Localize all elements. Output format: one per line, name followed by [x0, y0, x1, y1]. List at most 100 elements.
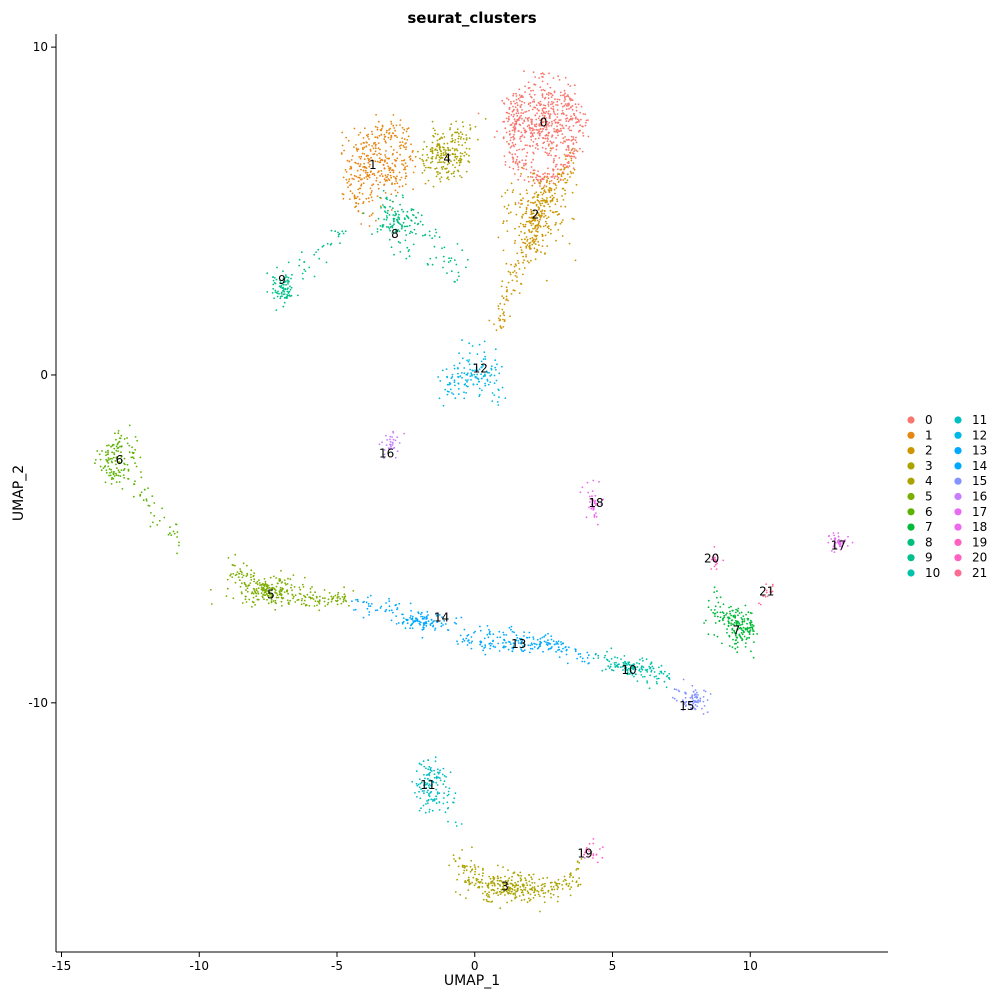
point [431, 809, 434, 812]
point [628, 661, 631, 664]
point [99, 465, 102, 468]
point [504, 875, 506, 878]
point [601, 846, 604, 848]
point [585, 850, 587, 852]
point [350, 159, 353, 161]
point [528, 216, 531, 219]
point [119, 437, 121, 440]
point [734, 634, 737, 637]
point [395, 180, 397, 183]
point [575, 136, 577, 139]
point [552, 161, 555, 164]
point [120, 445, 123, 447]
point [447, 793, 450, 796]
point [172, 530, 175, 533]
point [554, 118, 557, 121]
point [438, 614, 441, 616]
point [560, 641, 562, 643]
point [104, 465, 107, 467]
point [471, 369, 474, 372]
point [513, 886, 516, 889]
point [516, 104, 519, 107]
point [523, 642, 526, 644]
point [722, 559, 725, 562]
point [519, 222, 522, 225]
point [116, 443, 119, 446]
point [531, 127, 534, 130]
legend-item-8: 8 [907, 535, 933, 549]
point [520, 637, 523, 640]
point [548, 180, 551, 183]
point [489, 375, 491, 377]
legend-key [907, 416, 915, 424]
point [302, 277, 304, 280]
point [139, 456, 142, 459]
point [461, 121, 464, 123]
point [287, 261, 290, 264]
point [673, 697, 676, 700]
point [115, 438, 117, 441]
point [570, 886, 573, 888]
point [549, 196, 552, 199]
point [385, 218, 388, 221]
point [481, 370, 484, 373]
point [542, 239, 544, 242]
point [512, 115, 515, 118]
point [581, 150, 584, 153]
point [547, 123, 550, 125]
point [414, 792, 416, 794]
point [525, 208, 528, 211]
point [556, 175, 559, 178]
point [396, 191, 399, 194]
point [713, 586, 716, 589]
point [535, 191, 538, 194]
point [752, 656, 755, 659]
point [505, 117, 508, 120]
point [169, 532, 171, 535]
point [509, 315, 511, 318]
point [569, 151, 571, 154]
point [474, 868, 477, 870]
point [497, 307, 500, 310]
point [122, 474, 125, 476]
point [496, 636, 499, 639]
point [621, 665, 624, 668]
point [494, 366, 497, 369]
point [548, 642, 550, 644]
point [532, 169, 535, 172]
point [395, 159, 398, 162]
point [561, 112, 564, 114]
point [399, 251, 402, 253]
point [119, 475, 122, 477]
point [732, 615, 735, 618]
point [383, 449, 386, 451]
point [527, 81, 530, 84]
point [556, 885, 559, 887]
point [549, 113, 552, 116]
point [541, 199, 544, 202]
point [503, 888, 506, 890]
point [564, 92, 566, 95]
point [571, 108, 574, 111]
point [512, 144, 515, 147]
cluster-10-points [592, 647, 671, 690]
point [521, 159, 524, 162]
point [508, 106, 511, 109]
point [587, 119, 589, 121]
point [573, 218, 575, 221]
point [731, 646, 734, 648]
point [705, 619, 707, 622]
point [453, 364, 456, 367]
point [575, 106, 578, 109]
point [532, 158, 534, 161]
point [537, 646, 540, 649]
point [99, 458, 102, 461]
point [244, 598, 247, 601]
point [540, 103, 543, 106]
point [370, 156, 372, 159]
point [458, 362, 461, 365]
point [505, 220, 508, 222]
point [492, 892, 495, 895]
point [433, 245, 436, 248]
point [107, 462, 110, 464]
